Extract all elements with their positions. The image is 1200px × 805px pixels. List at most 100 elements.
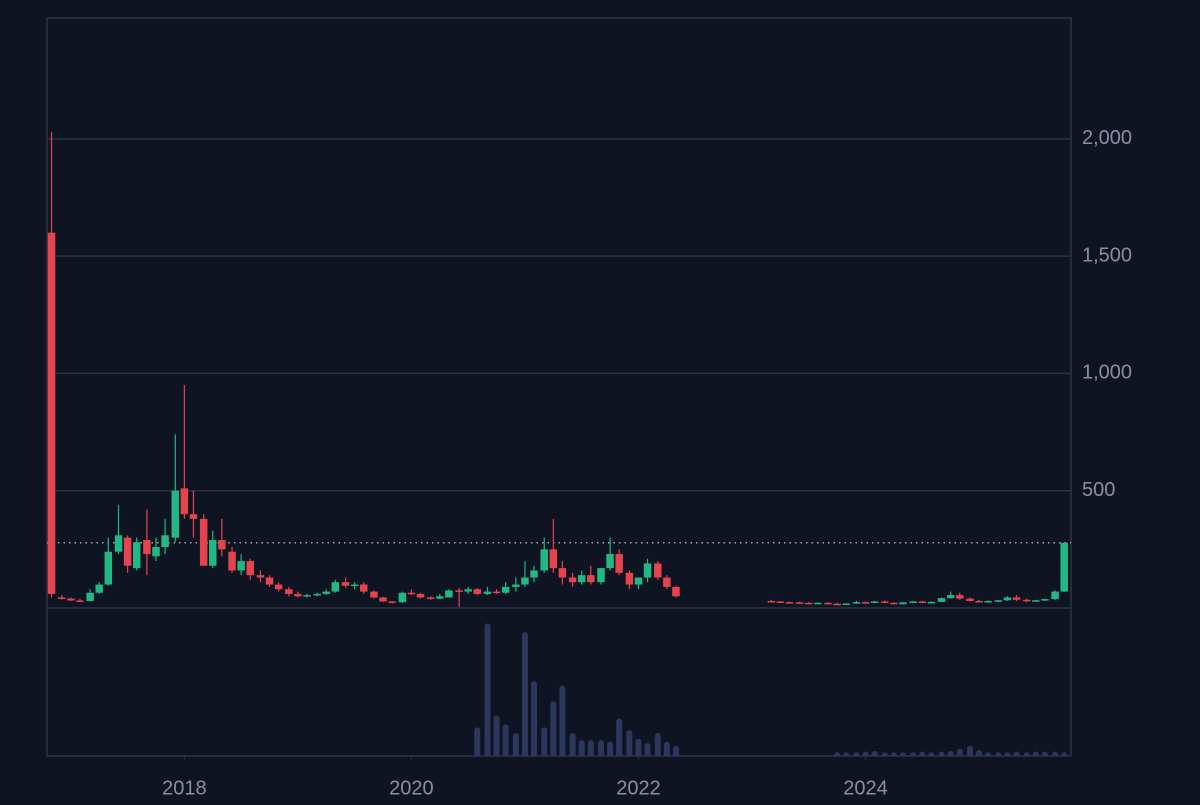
volume-bar bbox=[578, 740, 585, 756]
candle-body bbox=[501, 586, 510, 593]
candle-body bbox=[132, 542, 141, 569]
candle-body bbox=[615, 554, 623, 573]
volume-bar bbox=[521, 632, 528, 756]
candle-body bbox=[274, 584, 283, 590]
candle-body bbox=[1012, 597, 1021, 600]
candle-body bbox=[994, 600, 1003, 602]
x-tick-label: 2018 bbox=[162, 777, 207, 799]
candle-body bbox=[228, 551, 236, 571]
candle-body bbox=[285, 589, 293, 594]
candle-body bbox=[1051, 591, 1059, 600]
candle-body bbox=[426, 597, 435, 599]
volume-bar bbox=[1013, 751, 1020, 756]
volume-bar bbox=[843, 752, 850, 756]
volume-bar bbox=[672, 745, 679, 756]
candle-body bbox=[1032, 600, 1040, 602]
candle-body bbox=[587, 575, 595, 583]
candle-body bbox=[398, 592, 407, 603]
candle-body bbox=[890, 602, 898, 605]
candle-body bbox=[530, 570, 538, 578]
candle-body bbox=[937, 598, 946, 602]
candle-body bbox=[975, 600, 983, 603]
volume-bar bbox=[635, 738, 642, 756]
volume-bar bbox=[531, 681, 538, 756]
candle-body bbox=[313, 593, 321, 596]
candle-body bbox=[785, 602, 794, 604]
volume-bar bbox=[616, 718, 623, 756]
candle-body bbox=[861, 602, 870, 604]
candle-body bbox=[805, 602, 813, 605]
volume-bar bbox=[626, 730, 633, 756]
candle-body bbox=[95, 584, 103, 593]
volume-bar bbox=[947, 750, 954, 756]
volume-bar bbox=[1032, 751, 1039, 756]
candle-body bbox=[370, 591, 378, 598]
candle-body bbox=[455, 590, 463, 592]
candle-body bbox=[1022, 599, 1031, 602]
candle-body bbox=[824, 602, 832, 605]
candle-body bbox=[643, 563, 652, 578]
candle-body bbox=[379, 597, 387, 602]
volume-bar bbox=[853, 752, 860, 756]
candle-body bbox=[152, 547, 160, 557]
volume-bar bbox=[928, 752, 935, 756]
volume-bar bbox=[493, 715, 500, 756]
volume-bar bbox=[587, 740, 594, 756]
volume-bar bbox=[966, 745, 973, 756]
candle-body bbox=[76, 600, 84, 602]
volume-bar bbox=[871, 750, 878, 756]
volume-bar bbox=[834, 752, 841, 756]
candle-body bbox=[199, 518, 208, 566]
x-tick-label: 2020 bbox=[389, 777, 434, 799]
candle-body bbox=[870, 601, 879, 603]
candle-body bbox=[341, 582, 350, 586]
candle-body bbox=[416, 593, 425, 598]
candle-body bbox=[303, 595, 311, 597]
candle-body bbox=[909, 601, 917, 603]
volume-bar bbox=[512, 732, 519, 756]
candle-body bbox=[899, 602, 907, 605]
volume-bar bbox=[910, 752, 917, 756]
candle-body bbox=[407, 592, 416, 595]
candle-body bbox=[123, 537, 132, 566]
candle-body bbox=[237, 561, 245, 571]
candle-body bbox=[568, 577, 577, 583]
candle-body bbox=[189, 514, 198, 519]
candle-body bbox=[540, 549, 548, 571]
volume-bar bbox=[938, 751, 945, 756]
x-tick-label: 2024 bbox=[843, 777, 888, 799]
candle-body bbox=[946, 595, 955, 599]
candle-body bbox=[1060, 542, 1068, 592]
candle-body bbox=[549, 549, 558, 569]
volume-bar bbox=[607, 741, 614, 756]
volume-bar bbox=[598, 740, 605, 756]
volume-bar bbox=[550, 701, 557, 756]
candle-body bbox=[654, 563, 662, 578]
candle-body bbox=[114, 535, 123, 552]
y-tick-label: 1,500 bbox=[1082, 244, 1132, 266]
volume-bar bbox=[654, 732, 661, 756]
candle-body bbox=[47, 232, 56, 594]
candle-body bbox=[597, 568, 605, 583]
candle-body bbox=[143, 539, 151, 555]
volume-bar bbox=[890, 752, 897, 756]
candle-body bbox=[966, 598, 974, 601]
candle-body bbox=[852, 602, 861, 604]
candle-body bbox=[388, 601, 396, 603]
candle-body bbox=[436, 596, 444, 599]
volume-bar bbox=[985, 752, 992, 756]
candle-body bbox=[776, 601, 785, 603]
y-tick-label: 500 bbox=[1082, 479, 1115, 501]
candle-body bbox=[86, 592, 94, 601]
candle-body bbox=[558, 568, 567, 578]
volume-bar bbox=[1023, 752, 1030, 756]
volume-bar bbox=[1004, 752, 1011, 756]
candle-body bbox=[218, 539, 226, 550]
candle-body bbox=[256, 575, 265, 578]
candle-body bbox=[331, 582, 340, 592]
volume-bar bbox=[995, 752, 1002, 756]
candle-body bbox=[58, 597, 66, 599]
candle-body bbox=[984, 600, 992, 603]
